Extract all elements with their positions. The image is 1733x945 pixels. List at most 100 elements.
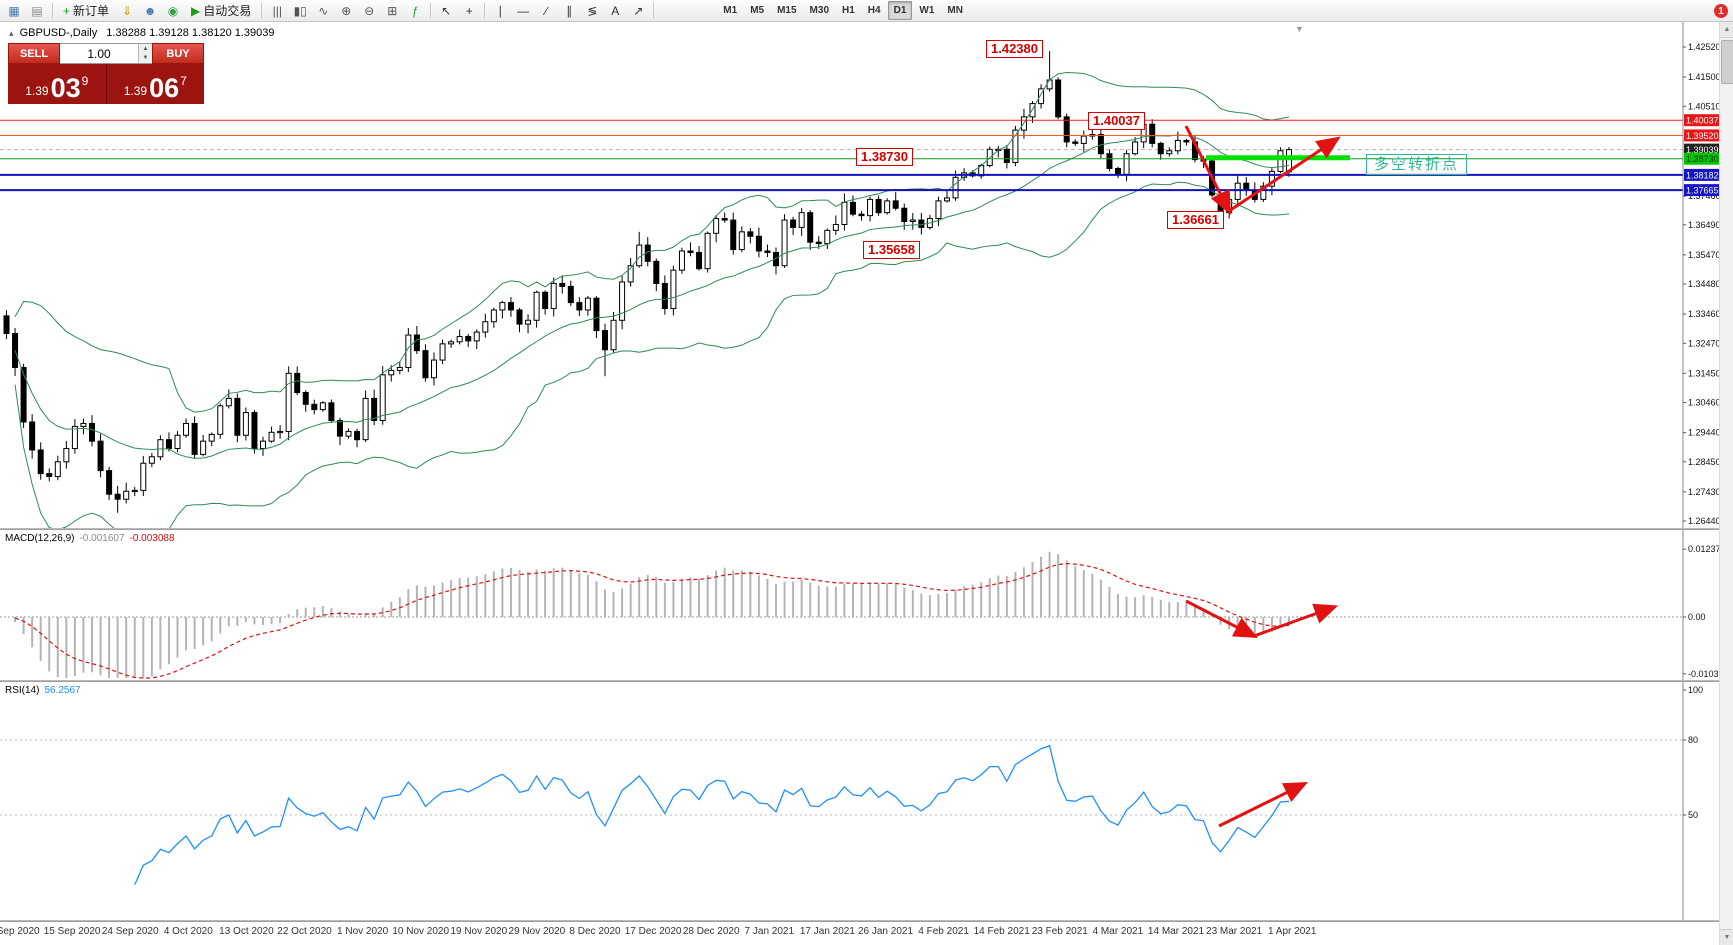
bar-chart-icon[interactable]: |||	[266, 1, 288, 21]
fibonacci-icon[interactable]: ≶	[581, 1, 603, 21]
panel-separator[interactable]	[0, 680, 1719, 682]
volume-down-button[interactable]: ▼	[139, 53, 152, 63]
svg-text:1.42520: 1.42520	[1688, 42, 1719, 52]
cursor-icon: ↖	[441, 3, 452, 18]
svg-text:1.32470: 1.32470	[1688, 338, 1719, 348]
price-annotation-label[interactable]: 1.42380	[986, 40, 1043, 58]
ohlc-values: 1.38288 1.39128 1.38120 1.39039	[106, 27, 275, 39]
tile-windows-icon: ⊞	[387, 3, 398, 18]
candle-chart-icon: ▮▯	[293, 3, 307, 18]
svg-text:1.29440: 1.29440	[1688, 428, 1719, 438]
time-axis-label: 22 Oct 2020	[277, 926, 332, 937]
price-annotation-label[interactable]: 1.40037	[1088, 112, 1145, 130]
channel-icon: ∥	[566, 3, 573, 18]
turning-point-note[interactable]: 多空转折点	[1366, 154, 1468, 175]
timeframe-h4[interactable]: H4	[867, 5, 881, 16]
price-annotation-label[interactable]: 1.35658	[863, 241, 920, 259]
price-annotation-label[interactable]: 1.36661	[1167, 211, 1224, 229]
line-chart-icon: ∿	[318, 3, 329, 18]
sell-button[interactable]: SELL	[8, 43, 60, 64]
vertical-line-icon: ∣	[497, 3, 504, 18]
mql-download-icon: ⇓	[122, 3, 133, 18]
time-axis-label: 19 Nov 2020	[450, 926, 508, 937]
line-chart-icon[interactable]: ∿	[312, 1, 334, 21]
timeframe-m5[interactable]: M5	[750, 5, 765, 16]
new-chart-icon[interactable]: ▦	[3, 1, 25, 21]
market-icon[interactable]: ◉	[162, 1, 184, 21]
zoom-in-icon[interactable]: ⊕	[335, 1, 357, 21]
vertical-line-icon[interactable]: ∣	[489, 1, 511, 21]
rsi-label: RSI(14) 56.2567	[5, 685, 81, 696]
tile-windows-icon[interactable]: ⊞	[381, 1, 403, 21]
timeframe-d1[interactable]: D1	[887, 1, 913, 20]
one-click-collapse-icon[interactable]: ▴	[9, 28, 14, 38]
notifications-badge[interactable]: 1	[1714, 4, 1728, 18]
toolbar: ▦ ▤ + 新订单 ⇓ ☻ ◉ ▶ 自动交易 ||| ▮▯ ∿ ⊕ ⊖ ⊞ ƒ ↖ + ∣ — ∕ ∥ ≶ A ↗ M1 M5 M15…	[0, 0, 1733, 22]
volume-up-button[interactable]: ▲	[139, 44, 152, 54]
time-axis-label: 29 Nov 2020	[508, 926, 566, 937]
symbol-period-label: GBPUSD-,Daily	[19, 27, 98, 39]
svg-text:0.012372: 0.012372	[1688, 544, 1719, 554]
sell-price[interactable]: 1.39 03 9	[25, 72, 89, 103]
scroll-up-arrow[interactable]: ▲	[1720, 22, 1733, 38]
horizontal-line-icon[interactable]: —	[512, 1, 534, 21]
toolbar-separator	[430, 3, 432, 18]
candle-chart-icon[interactable]: ▮▯	[289, 1, 311, 21]
time-axis-label: 4 Oct 2020	[163, 926, 213, 937]
volume-input[interactable]	[60, 44, 138, 63]
chart-profiles-icon[interactable]: ▤	[26, 1, 48, 21]
crosshair-icon[interactable]: +	[458, 1, 480, 21]
time-axis-label: 17 Dec 2020	[624, 926, 682, 937]
autotrading-button[interactable]: ▶ 自动交易	[185, 1, 257, 21]
timeframe-h1[interactable]: H1	[842, 5, 855, 16]
buy-button[interactable]: BUY	[152, 43, 204, 64]
time-axis-label: 1 Nov 2020	[337, 926, 389, 937]
time-axis-label: 13 Oct 2020	[219, 926, 274, 937]
community-icon: ☻	[143, 3, 157, 18]
timeframe-mn[interactable]: MN	[947, 5, 963, 16]
volume-field: ▲ ▼	[60, 43, 152, 64]
trendline-icon[interactable]: ∕	[535, 1, 557, 21]
toolbar-separator	[653, 3, 655, 18]
time-axis-label: 23 Mar 2021	[1206, 926, 1263, 937]
arrows-icon[interactable]: ↗	[627, 1, 649, 21]
timeframe-m1[interactable]: M1	[723, 5, 738, 16]
timeframe-w1[interactable]: W1	[919, 5, 935, 16]
chart-shift-marker[interactable]: ▼	[1295, 24, 1304, 34]
timeframe-m15[interactable]: M15	[777, 5, 797, 16]
indicators-icon: ƒ	[411, 3, 419, 18]
scroll-down-arrow[interactable]: ▼	[1720, 929, 1733, 945]
time-axis-label: 15 Sep 2020	[43, 926, 101, 937]
time-axis-label: 17 Jan 2021	[799, 926, 855, 937]
svg-text:0.00: 0.00	[1688, 612, 1706, 622]
market-icon: ◉	[167, 3, 179, 18]
macd-canvas[interactable]: 0.012372 0.00 -0.010374	[0, 530, 1719, 680]
time-axis-label: 23 Feb 2021	[1031, 926, 1088, 937]
time-axis-label: 14 Feb 2021	[973, 926, 1030, 937]
price-annotation-label[interactable]: 1.38730	[856, 148, 913, 166]
panel-separator[interactable]	[0, 920, 1719, 922]
chart-title: ▴ GBPUSD-,Daily 1.38288 1.39128 1.38120 …	[9, 27, 275, 39]
svg-text:1.34480: 1.34480	[1688, 279, 1719, 289]
cursor-icon[interactable]: ↖	[435, 1, 457, 21]
one-click-trading-panel: SELL ▲ ▼ BUY 1.39 03 9 1.39	[8, 43, 204, 104]
timeframe-m30[interactable]: M30	[809, 5, 829, 16]
panel-separator[interactable]	[0, 528, 1719, 530]
svg-text:1.37665: 1.37665	[1686, 186, 1719, 196]
scrollbar-thumb[interactable]	[1721, 40, 1733, 84]
indicators-icon[interactable]: ƒ	[404, 1, 426, 21]
buy-price[interactable]: 1.39 06 7	[123, 72, 187, 103]
svg-text:100: 100	[1688, 685, 1703, 695]
new-order-button[interactable]: + 新订单	[57, 1, 115, 21]
zoom-out-icon[interactable]: ⊖	[358, 1, 380, 21]
community-icon[interactable]: ☻	[139, 1, 161, 21]
channel-icon[interactable]: ∥	[558, 1, 580, 21]
svg-text:80: 80	[1688, 735, 1698, 745]
svg-text:1.38182: 1.38182	[1686, 170, 1719, 180]
mql-download-icon[interactable]: ⇓	[116, 1, 138, 21]
price-chart-canvas[interactable]: 1.42520 1.41500 1.40510 1.37460 1.36490 1.354…	[0, 22, 1719, 528]
text-icon[interactable]: A	[604, 1, 626, 21]
rsi-canvas[interactable]: 100 80 50	[0, 682, 1719, 920]
